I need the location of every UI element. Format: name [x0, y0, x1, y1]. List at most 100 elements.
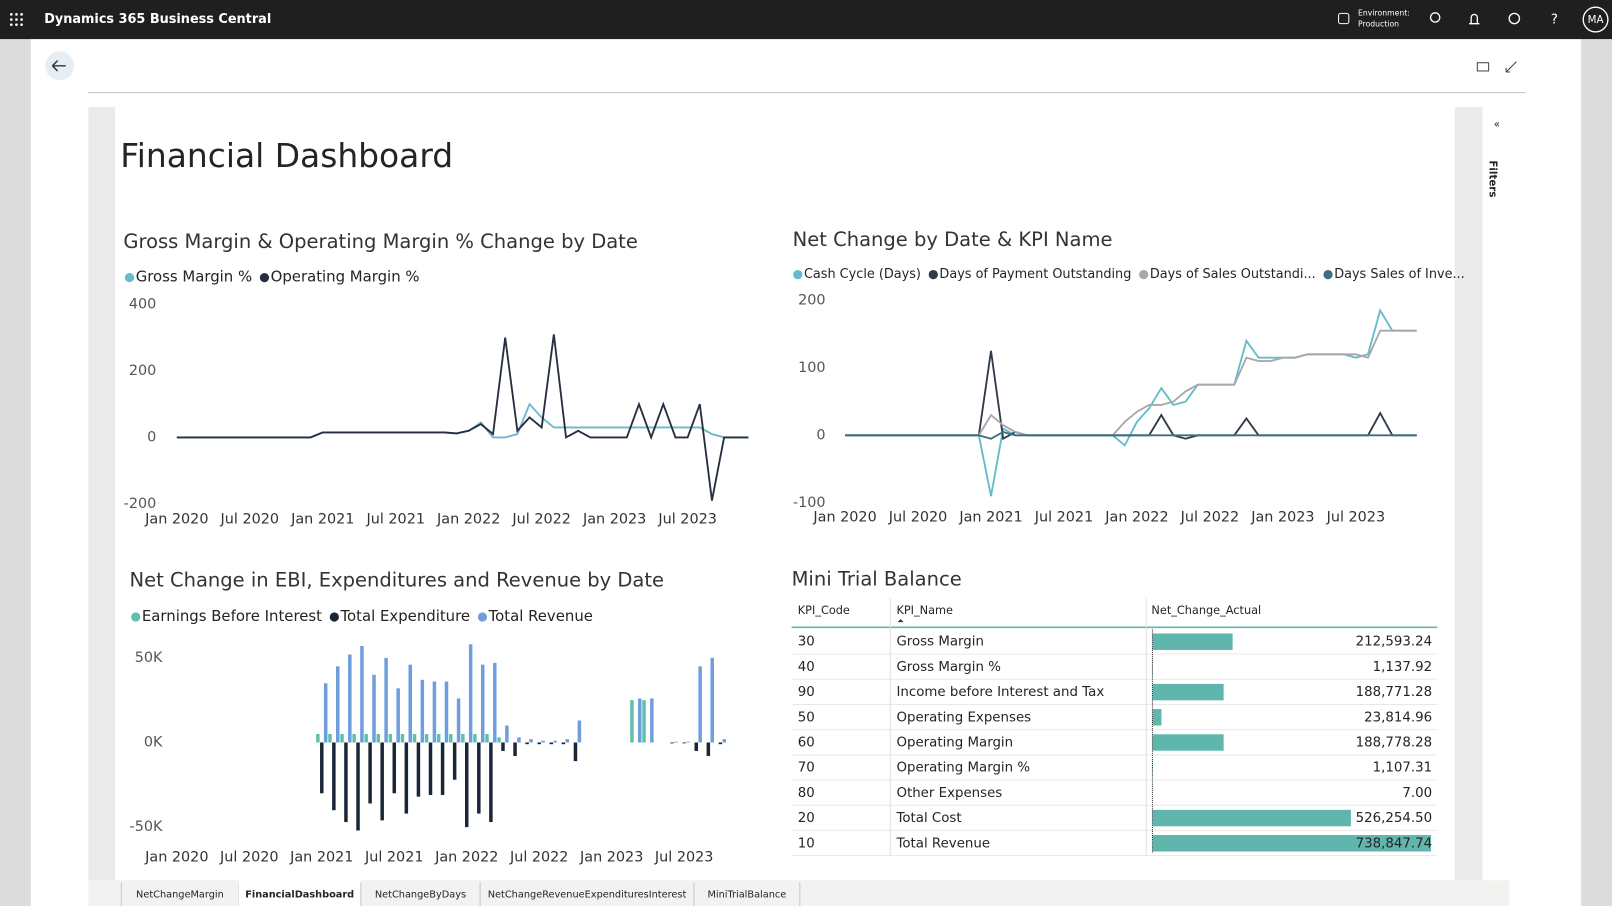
- y-tick-label: 0K: [144, 734, 163, 750]
- bar: [320, 742, 324, 794]
- bar: [444, 681, 449, 743]
- bar: [452, 742, 457, 780]
- chart-title: Net Change by Date & KPI Name: [793, 228, 1113, 251]
- table-value: 212,593.24: [1356, 635, 1432, 650]
- table-cell: 80: [798, 786, 815, 801]
- table-cell: 10: [798, 836, 815, 851]
- bell-icon[interactable]: [1469, 13, 1480, 25]
- sort-indicator: [897, 619, 904, 623]
- x-tick-label: Jul 2020: [219, 850, 278, 866]
- bar: [384, 657, 388, 743]
- column-header[interactable]: Net_Change_Actual: [1151, 604, 1261, 617]
- legend-marker: [477, 612, 488, 622]
- tab[interactable]: MiniTrialBalance: [707, 890, 786, 901]
- legend-marker: [131, 612, 141, 622]
- open-new-icon[interactable]: [1476, 62, 1490, 72]
- table-cell: 40: [798, 660, 815, 675]
- table-cell: Gross Margin: [896, 635, 984, 650]
- bar: [525, 742, 529, 745]
- search-icon[interactable]: [1429, 12, 1441, 23]
- tab[interactable]: NetChangeRevenueExpendituresInterest: [488, 890, 687, 901]
- bar: [630, 700, 634, 743]
- bar: [513, 742, 517, 757]
- x-tick-label: Jul 2022: [509, 850, 568, 866]
- bar: [396, 688, 400, 743]
- help-icon[interactable]: ?: [1551, 13, 1558, 28]
- table-cell: Operating Margin %: [896, 761, 1030, 776]
- bar: [408, 664, 412, 743]
- active-tab: [238, 880, 361, 906]
- collapse-icon[interactable]: [1505, 61, 1517, 73]
- tab[interactable]: FinancialDashboard: [245, 890, 354, 901]
- table-cell: 50: [798, 710, 815, 725]
- bar: [722, 739, 727, 743]
- data-bar: [1152, 835, 1432, 852]
- tab[interactable]: NetChangeMargin: [136, 890, 224, 901]
- bar: [698, 666, 702, 743]
- filters-collapse[interactable]: «: [1494, 118, 1500, 130]
- y-tick-label: 0: [816, 427, 825, 443]
- y-tick-label: 100: [798, 360, 825, 376]
- bar: [336, 666, 340, 743]
- x-tick-label: Jan 2022: [1104, 509, 1168, 525]
- bar: [344, 742, 348, 823]
- bar: [541, 740, 545, 743]
- chart-title: Gross Margin & Operating Margin % Change…: [123, 230, 637, 253]
- bar: [686, 741, 690, 743]
- bar: [480, 664, 485, 743]
- data-bar: [1152, 683, 1224, 701]
- table-cell: Gross Margin %: [896, 660, 1000, 675]
- settings-icon[interactable]: [1508, 12, 1521, 25]
- user-avatar[interactable]: [1582, 6, 1609, 33]
- x-tick-label: Jul 2023: [654, 850, 713, 866]
- bar: [456, 698, 461, 743]
- bar: [694, 742, 699, 751]
- y-tick-label: -200: [124, 496, 157, 512]
- y-tick-label: 200: [798, 292, 825, 308]
- bar: [577, 720, 582, 743]
- legend-label: Days of Payment Outstanding: [939, 267, 1131, 282]
- table-cell: 90: [798, 685, 815, 700]
- top-bar: [0, 0, 1612, 40]
- environment-name: Production: [1358, 20, 1399, 29]
- legend-marker: [329, 612, 339, 622]
- legend-marker: [259, 273, 270, 283]
- legend-marker: [1323, 269, 1333, 280]
- bar: [497, 737, 501, 743]
- legend-marker: [793, 269, 803, 280]
- table-value: 1,137.92: [1373, 660, 1432, 675]
- legend-label: Cash Cycle (Days): [804, 267, 921, 282]
- x-tick-label: Jan 2021: [958, 509, 1022, 525]
- bar: [642, 700, 646, 743]
- table-cell: Income before Interest and Tax: [896, 685, 1104, 700]
- bar: [505, 725, 509, 743]
- x-tick-label: Jan 2022: [434, 850, 498, 866]
- bar: [493, 662, 497, 743]
- tab[interactable]: NetChangeByDays: [375, 890, 466, 901]
- bar: [432, 681, 437, 743]
- table-cell: Total Revenue: [895, 836, 990, 851]
- bar: [416, 742, 421, 797]
- column-header[interactable]: KPI_Name: [896, 604, 953, 617]
- bar: [316, 734, 320, 743]
- table-cell: Total Cost: [895, 811, 961, 826]
- bar: [468, 644, 473, 743]
- y-tick-label: 200: [129, 363, 156, 379]
- report-title: Financial Dashboard: [120, 136, 453, 175]
- bar: [392, 742, 397, 794]
- table-title: Mini Trial Balance: [792, 568, 962, 591]
- table-cell: Operating Expenses: [896, 710, 1031, 725]
- legend-label: Earnings Before Interest: [142, 607, 322, 625]
- filters-label[interactable]: Filters: [1487, 160, 1499, 197]
- bar: [380, 742, 384, 821]
- bar: [485, 734, 489, 743]
- table-value: 7.00: [1402, 786, 1432, 801]
- column-header[interactable]: KPI_Code: [798, 604, 850, 617]
- app-launcher[interactable]: [9, 13, 23, 27]
- table-cell: 60: [798, 735, 815, 750]
- bar: [376, 734, 381, 743]
- legend-label: Days Sales of Inve...: [1334, 267, 1465, 282]
- bar: [368, 742, 372, 804]
- x-tick-label: Jan 2020: [144, 511, 208, 527]
